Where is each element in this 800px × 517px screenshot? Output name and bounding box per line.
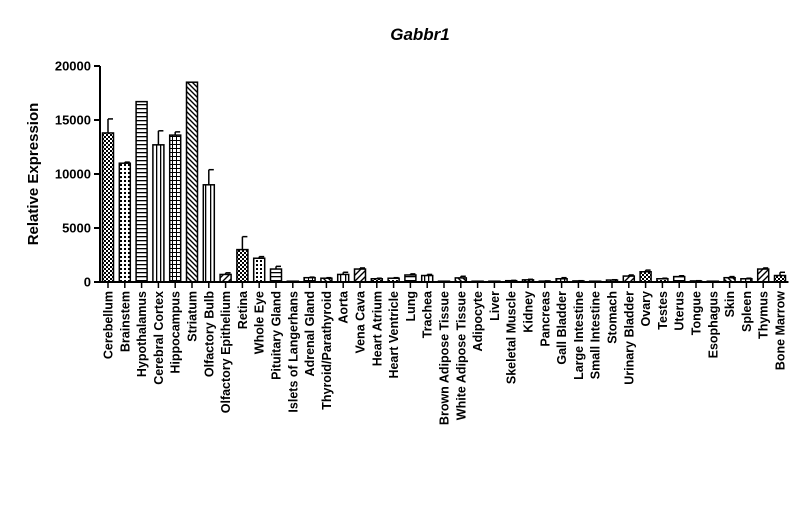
category-label: Islets of Langerhans	[286, 291, 300, 413]
bar	[756, 268, 770, 283]
y-axis: 0 5000 10000 15000 20000	[55, 59, 101, 290]
category-label: Vena Cava	[354, 290, 368, 354]
category-label: Brown Adipose Tissue	[438, 291, 452, 425]
category-label: Heart Atrium	[370, 291, 384, 366]
category-label: Hypothalamus	[135, 291, 149, 377]
category-label: Stomach	[606, 291, 620, 344]
bar	[202, 184, 216, 283]
bar	[185, 81, 199, 283]
y-tick-label: 0	[84, 275, 91, 290]
category-label: Trachea	[421, 290, 435, 338]
category-label: Aorta	[337, 290, 351, 324]
category-label: Cerebral Cortex	[152, 291, 166, 385]
category-label: Testes	[656, 291, 670, 330]
category-label: Small Intestine	[589, 291, 603, 379]
category-label: Thyroid/Parathyroid	[320, 291, 334, 410]
category-label: Adrenal Gland	[303, 291, 317, 376]
category-label: Striatum	[186, 291, 200, 342]
category-label: Pancreas	[538, 291, 552, 347]
category-labels: Cerebellum Brainstem Hypothalamus Cerebral …	[102, 290, 788, 425]
y-tick-label: 5000	[62, 221, 91, 236]
bar	[353, 268, 367, 283]
bar	[269, 268, 283, 283]
category-label: Skin	[723, 291, 737, 317]
bar	[336, 273, 350, 283]
category-label: Esophagus	[706, 291, 720, 358]
category-label: Uterus	[673, 291, 687, 331]
x-axis	[100, 281, 789, 288]
y-tick-label: 10000	[55, 167, 91, 182]
y-tick-label: 20000	[55, 59, 91, 74]
bar	[135, 100, 148, 283]
category-label: Large Intestine	[572, 291, 586, 380]
error-bars-group	[107, 118, 785, 282]
category-label: Thymus	[757, 291, 771, 339]
bar	[168, 134, 182, 283]
bar	[118, 162, 132, 283]
category-label: Liver	[488, 291, 502, 321]
category-label: Cerebellum	[102, 291, 116, 359]
category-label: Brainstem	[118, 291, 132, 352]
category-label: Skeletal Muscle	[505, 291, 519, 384]
category-label: Olfactory Epithelium	[219, 291, 233, 413]
bars-group	[101, 81, 787, 283]
category-label: Heart Ventricle	[387, 291, 401, 379]
bar	[236, 248, 249, 283]
category-label: Hippocampus	[169, 291, 183, 374]
bar	[219, 273, 232, 283]
category-label: Retina	[236, 290, 250, 329]
category-label: Pituitary Gland	[270, 291, 284, 380]
bar	[404, 274, 417, 283]
category-label: Ovary	[639, 291, 653, 326]
category-label: Gall Bladder	[555, 291, 569, 365]
y-axis-label: Relative Expression	[25, 103, 42, 246]
category-label: Kidney	[522, 291, 536, 333]
category-label: Lung	[404, 291, 418, 322]
category-label: Bone Marrow	[774, 291, 788, 370]
bar	[101, 132, 115, 283]
y-tick-label: 15000	[55, 113, 91, 128]
category-label: Spleen	[740, 291, 754, 332]
category-label: Adipocyte	[471, 291, 485, 351]
bar	[252, 257, 266, 283]
category-label: Whole Eye	[253, 291, 267, 354]
bar	[639, 270, 652, 283]
chart-title: Gabbr1	[390, 25, 450, 44]
category-label: Urinary Bladder	[622, 291, 636, 385]
category-label: Tongue	[690, 291, 704, 335]
category-label: White Adipose Tissue	[454, 291, 468, 420]
category-label: Olfactory Bulb	[202, 291, 216, 377]
bar	[152, 144, 165, 283]
